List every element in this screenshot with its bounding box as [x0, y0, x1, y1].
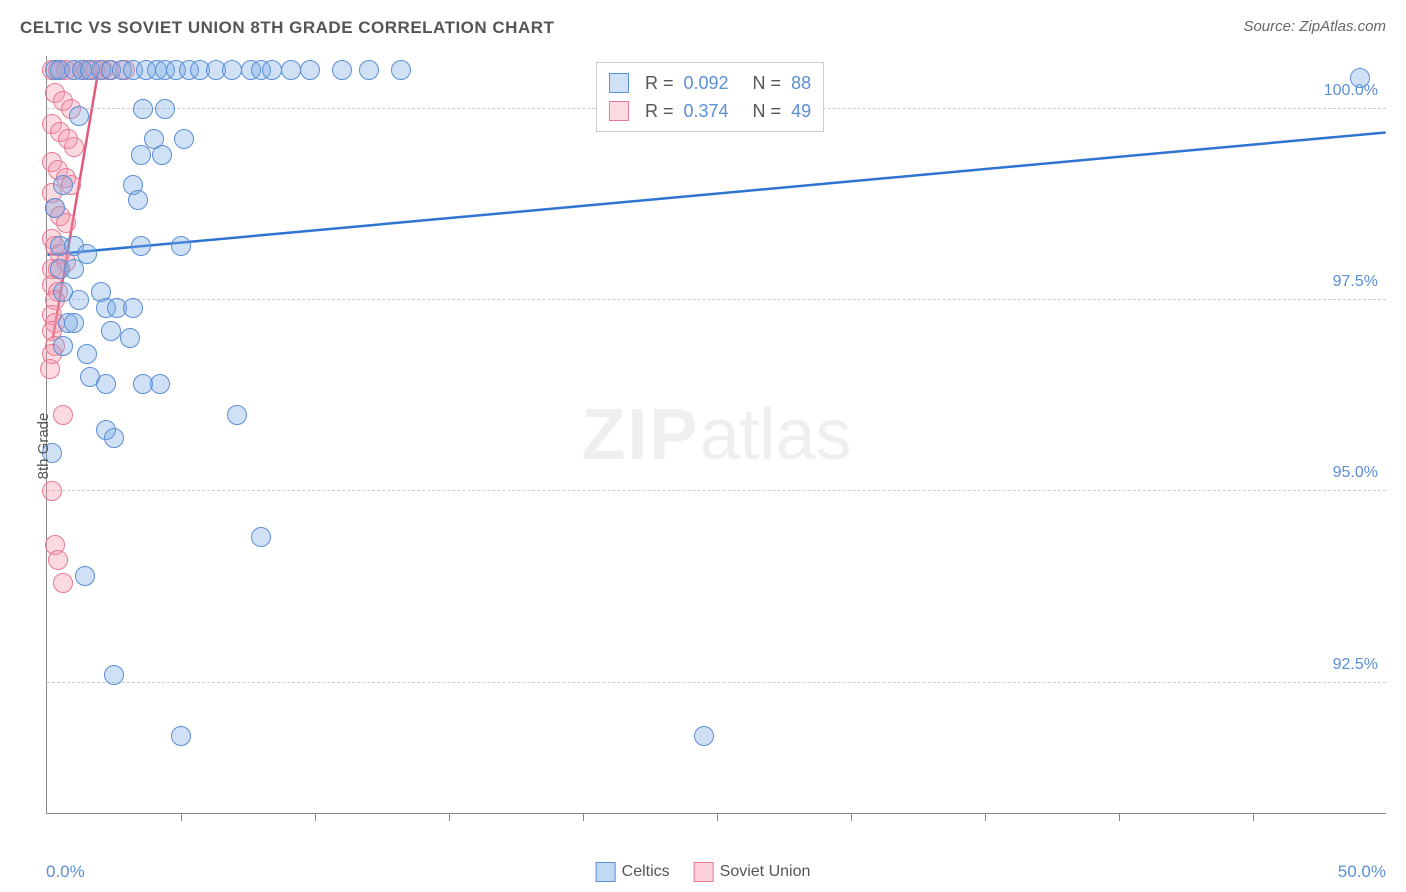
scatter-point: [222, 60, 242, 80]
scatter-point: [150, 374, 170, 394]
x-tick: [717, 813, 718, 821]
chart-title: CELTIC VS SOVIET UNION 8TH GRADE CORRELA…: [20, 18, 554, 37]
scatter-point: [1350, 68, 1370, 88]
scatter-point: [262, 60, 282, 80]
x-axis-min-label: 0.0%: [46, 862, 85, 882]
x-tick: [1119, 813, 1120, 821]
legend-item: Soviet Union: [694, 862, 811, 882]
x-tick: [449, 813, 450, 821]
scatter-point: [104, 428, 124, 448]
y-tick-label: 92.5%: [1333, 656, 1378, 674]
legend-bottom: Celtics Soviet Union: [596, 862, 811, 882]
y-axis-label: 8th Grade: [35, 413, 52, 480]
scatter-point: [123, 298, 143, 318]
scatter-point: [391, 60, 411, 80]
scatter-point: [131, 145, 151, 165]
scatter-point: [227, 405, 247, 425]
x-tick: [1253, 813, 1254, 821]
scatter-point: [359, 60, 379, 80]
scatter-point: [75, 566, 95, 586]
scatter-point: [53, 405, 73, 425]
x-tick: [985, 813, 986, 821]
scatter-point: [120, 328, 140, 348]
scatter-point: [64, 259, 84, 279]
scatter-point: [45, 198, 65, 218]
scatter-point: [281, 60, 301, 80]
gridline: [47, 299, 1386, 300]
legend-row: R = 0.374N = 49: [609, 97, 811, 125]
y-tick-label: 95.0%: [1333, 464, 1378, 482]
scatter-point: [53, 573, 73, 593]
scatter-point: [53, 175, 73, 195]
x-tick: [851, 813, 852, 821]
x-tick: [583, 813, 584, 821]
scatter-point: [152, 145, 172, 165]
scatter-point: [171, 726, 191, 746]
scatter-point: [40, 359, 60, 379]
x-tick: [181, 813, 182, 821]
scatter-point: [133, 99, 153, 119]
source-label: Source: ZipAtlas.com: [1243, 18, 1386, 35]
scatter-point: [64, 137, 84, 157]
scatter-point: [332, 60, 352, 80]
gridline: [47, 682, 1386, 683]
scatter-point: [42, 481, 62, 501]
scatter-point: [171, 236, 191, 256]
scatter-point: [128, 190, 148, 210]
gridline: [47, 490, 1386, 491]
scatter-point: [77, 344, 97, 364]
scatter-point: [131, 236, 151, 256]
x-tick: [315, 813, 316, 821]
scatter-point: [174, 129, 194, 149]
y-tick-label: 100.0%: [1324, 82, 1378, 100]
trend-lines: [47, 56, 1386, 813]
scatter-point: [48, 550, 68, 570]
scatter-point: [104, 665, 124, 685]
watermark: ZIPatlas: [581, 394, 851, 476]
scatter-plot: ZIPatlas 92.5% 95.0% 97.5% 100.0% R = 0.092N…: [46, 56, 1386, 814]
scatter-point: [155, 99, 175, 119]
scatter-point: [69, 106, 89, 126]
scatter-point: [251, 527, 271, 547]
correlation-legend: R = 0.092N = 88R = 0.374N = 49: [596, 62, 824, 132]
scatter-point: [694, 726, 714, 746]
scatter-point: [64, 313, 84, 333]
scatter-point: [53, 336, 73, 356]
legend-row: R = 0.092N = 88: [609, 69, 811, 97]
scatter-point: [300, 60, 320, 80]
x-axis-max-label: 50.0%: [1338, 862, 1386, 882]
legend-item: Celtics: [596, 862, 670, 882]
y-tick-label: 97.5%: [1333, 273, 1378, 291]
scatter-point: [96, 374, 116, 394]
scatter-point: [101, 321, 121, 341]
scatter-point: [69, 290, 89, 310]
